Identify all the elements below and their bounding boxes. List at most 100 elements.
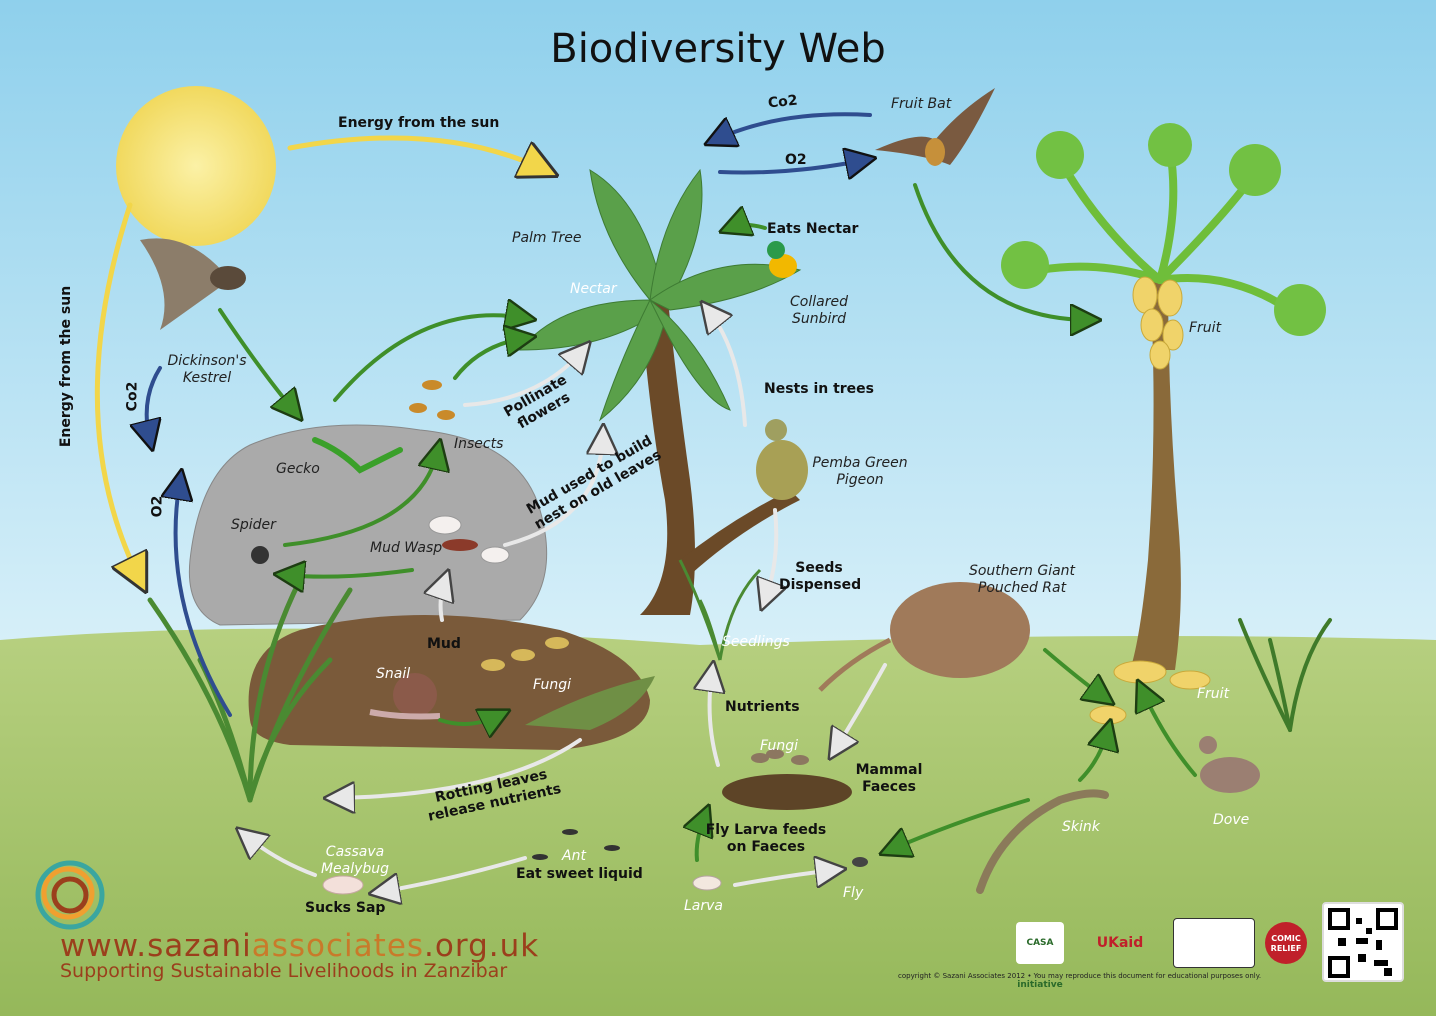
arrow-larva-feeds bbox=[697, 815, 705, 862]
gecko bbox=[312, 437, 403, 474]
casa-initiative-logo: CASA initiative bbox=[1016, 922, 1064, 990]
fruit-bat bbox=[875, 88, 995, 166]
label-larva: Larva bbox=[684, 898, 723, 914]
label-fungi-mound: Fungi bbox=[533, 677, 572, 693]
fly bbox=[852, 857, 868, 867]
papaya-fruit-cluster bbox=[1132, 276, 1184, 370]
sun bbox=[116, 86, 276, 246]
label-skink: Skink bbox=[1062, 819, 1100, 835]
palm-branch bbox=[680, 490, 800, 575]
website-link[interactable]: www.sazaniassociates.org.uk bbox=[60, 928, 539, 964]
arrow-gecko-to-palm bbox=[333, 315, 525, 402]
label-palm-tree: Palm Tree bbox=[512, 230, 582, 246]
crest-logo bbox=[1173, 918, 1255, 968]
arrow-skink-to-fly bbox=[890, 798, 1030, 850]
arrow-mealybug-to-grass bbox=[245, 835, 317, 877]
label-gecko: Gecko bbox=[276, 461, 320, 477]
arrow-o2-to-bat bbox=[718, 160, 865, 173]
dove bbox=[1199, 736, 1260, 793]
website-highlight: associates bbox=[251, 928, 425, 964]
label-mud: Mud bbox=[427, 636, 461, 652]
sazani-logo-swirl bbox=[35, 860, 105, 930]
website-prefix: www.sazani bbox=[60, 928, 252, 964]
tagline: Supporting Sustainable Livelihoods in Za… bbox=[60, 960, 508, 982]
label-eats-nectar: Eats Nectar bbox=[767, 221, 859, 237]
qr-code-pattern bbox=[1328, 908, 1398, 978]
label-co2-left: Co2 bbox=[124, 381, 141, 412]
label-cassava-mealybug: Cassava Mealybug bbox=[320, 844, 390, 877]
label-energy-from-sun-top: Energy from the sun bbox=[338, 115, 500, 131]
arrow-pigeon-nests bbox=[708, 310, 747, 427]
label-mammal-faeces: Mammal Faeces bbox=[855, 762, 923, 795]
arrow-rotting-leaves bbox=[335, 738, 582, 798]
label-dove: Dove bbox=[1213, 812, 1250, 828]
label-o2-bat: O2 bbox=[785, 152, 807, 168]
label-fruit-ground: Fruit bbox=[1197, 686, 1230, 702]
label-dickinsons-kestrel: Dickinson's Kestrel bbox=[167, 353, 247, 386]
label-snail: Snail bbox=[376, 666, 411, 682]
pigeon bbox=[756, 419, 808, 500]
arrow-kestrel-to-gecko bbox=[218, 308, 295, 412]
label-fly: Fly bbox=[843, 885, 864, 901]
arrow-skink-to-fruit bbox=[1078, 730, 1108, 782]
arrow-rat-to-faeces bbox=[835, 663, 887, 750]
papaya-trunk bbox=[1130, 280, 1181, 670]
label-co2-bat: Co2 bbox=[767, 92, 799, 112]
mud-wasp bbox=[428, 515, 510, 564]
mammal-faeces bbox=[722, 774, 852, 810]
arrow-bat-to-fruit bbox=[913, 183, 1090, 320]
arrow-dove-to-fruit bbox=[1142, 690, 1197, 777]
label-fly-larva-feeds: Fly Larva feeds on Faeces bbox=[705, 822, 827, 855]
pouched-rat bbox=[818, 582, 1030, 692]
larva bbox=[692, 875, 722, 891]
label-mud-wasp: Mud Wasp bbox=[370, 540, 443, 556]
page-title: Biodiversity Web bbox=[550, 26, 886, 72]
arrow-ant-to-mealybug bbox=[380, 856, 527, 892]
label-fungi-faeces: Fungi bbox=[760, 738, 799, 754]
kestrel bbox=[140, 238, 246, 330]
skink bbox=[976, 789, 1109, 894]
arrow-wasp-to-spider bbox=[285, 570, 414, 577]
label-nests-in-trees: Nests in trees bbox=[764, 381, 875, 397]
arrow-co2-to-grass bbox=[147, 366, 160, 440]
qr-code[interactable] bbox=[1322, 902, 1404, 982]
arrow-insects-to-palm bbox=[453, 338, 525, 380]
arrow-seeds-dispensed bbox=[765, 508, 776, 600]
ants bbox=[532, 829, 620, 860]
label-ant: Ant bbox=[562, 848, 586, 864]
palm-fronds bbox=[518, 168, 802, 422]
arrow-snail-to-fungi bbox=[438, 715, 500, 724]
label-nutrients: Nutrients bbox=[725, 699, 800, 715]
website-suffix: .org.uk bbox=[424, 928, 540, 964]
arrow-larva-to-fly bbox=[733, 870, 835, 885]
label-nectar: Nectar bbox=[570, 281, 617, 297]
label-sucks-sap: Sucks Sap bbox=[305, 900, 386, 916]
label-seeds-dispensed: Seeds Dispensed bbox=[779, 560, 862, 593]
arrow-sun-to-grass bbox=[94, 202, 140, 580]
mushrooms bbox=[481, 637, 809, 765]
label-fruit-bat: Fruit Bat bbox=[891, 96, 952, 112]
arrow-mud-to-palm bbox=[503, 435, 603, 547]
rotting-leaf bbox=[525, 676, 655, 730]
insects bbox=[409, 380, 455, 420]
seedlings-plant bbox=[678, 559, 762, 661]
palm-trunk bbox=[640, 300, 695, 615]
label-collared-sunbird: Collared Sunbird bbox=[790, 294, 848, 327]
grass-clump-right bbox=[1238, 618, 1332, 732]
label-spider: Spider bbox=[231, 517, 276, 533]
label-pemba-green-pigeon: Pemba Green Pigeon bbox=[812, 455, 908, 488]
label-energy-from-sun-left: Energy from the sun bbox=[58, 285, 75, 448]
label-seedlings: Seedlings bbox=[722, 634, 790, 650]
spider bbox=[251, 546, 269, 564]
papaya-leaf-tips bbox=[1001, 123, 1326, 336]
arrow-sun-to-palm bbox=[287, 135, 545, 170]
ukaid-logo: UKaid bbox=[1096, 935, 1144, 951]
arrow-nutrients bbox=[710, 672, 718, 767]
sunbird bbox=[767, 241, 797, 278]
arrow-pollinate bbox=[463, 350, 583, 407]
label-fruit-tree: Fruit bbox=[1189, 320, 1222, 336]
copyright-notice: copyright © Sazani Associates 2012 • You… bbox=[898, 972, 1262, 980]
arrow-mud-to-wasp bbox=[441, 580, 445, 622]
mealybug bbox=[322, 875, 364, 895]
